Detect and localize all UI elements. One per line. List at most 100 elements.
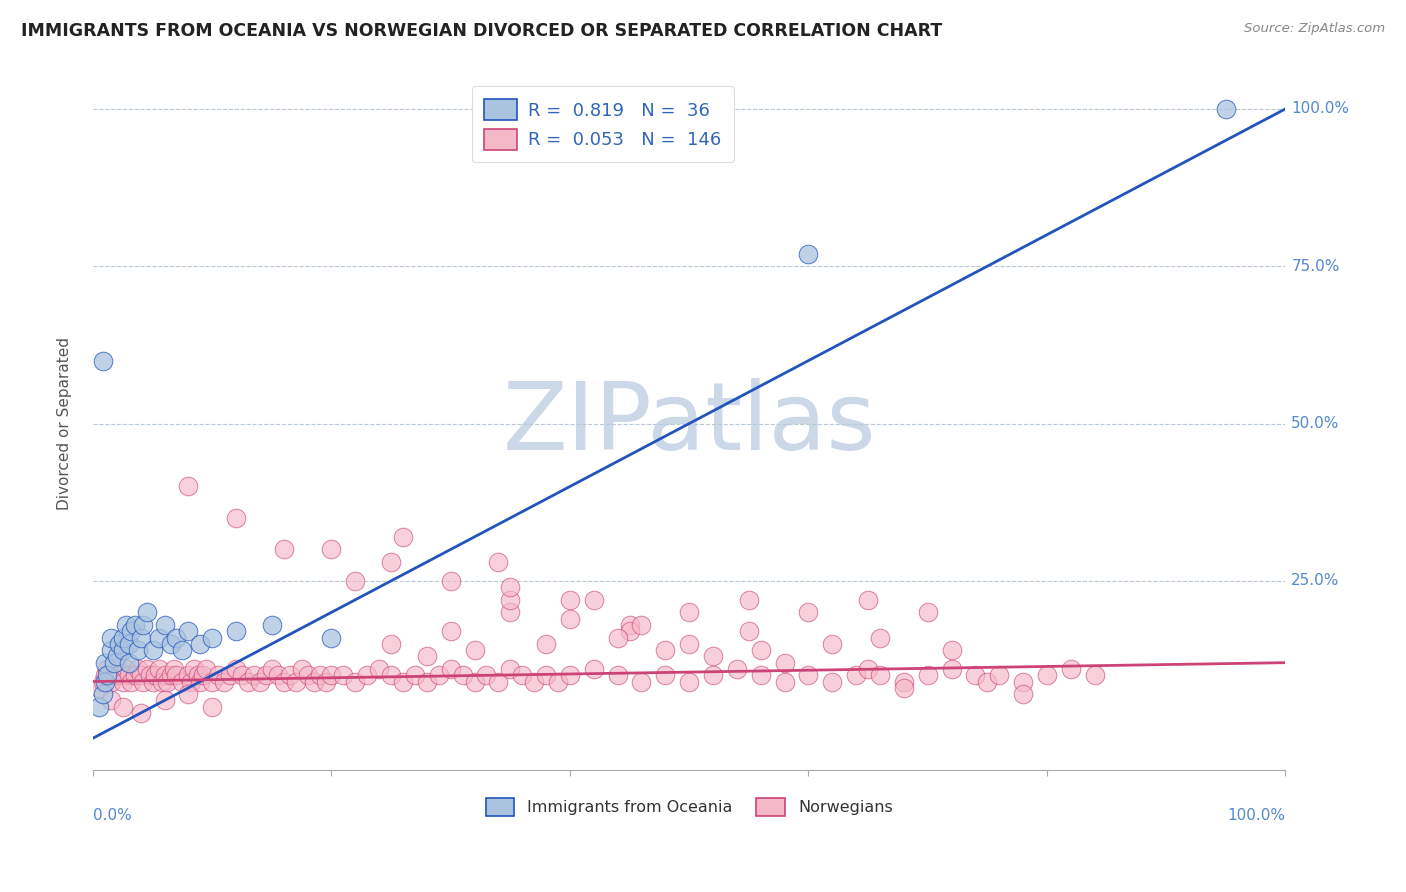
Point [100,693,122,707]
Point [153,693,176,707]
Point [917,605,939,619]
Point [118,656,141,670]
Point [941,643,963,657]
Point [678,674,700,689]
Point [1060,662,1083,676]
Point [773,656,796,670]
Point [797,668,820,682]
Text: 75.0%: 75.0% [1291,259,1340,274]
Point [619,618,641,632]
Point [201,674,224,689]
Point [135,605,157,619]
Point [153,618,176,632]
Point [702,668,724,682]
Point [678,605,700,619]
Point [893,674,915,689]
Point [1012,674,1035,689]
Point [499,592,522,607]
Point [124,618,146,632]
Point [965,668,987,682]
Text: 50.0%: 50.0% [1291,416,1340,431]
Point [94,674,117,689]
Point [302,674,325,689]
Point [416,649,439,664]
Point [91,353,114,368]
Point [291,662,314,676]
Point [156,674,179,689]
Point [201,631,224,645]
Point [103,668,125,682]
Point [129,631,152,645]
Point [142,674,165,689]
Point [332,668,354,682]
Point [630,618,652,632]
Point [153,668,176,682]
Text: 100.0%: 100.0% [1291,102,1350,116]
Point [135,662,157,676]
Point [177,668,200,682]
Point [486,555,509,569]
Point [100,674,122,689]
Point [231,668,253,682]
Point [1036,668,1059,682]
Point [392,530,415,544]
Point [129,668,152,682]
Point [1012,687,1035,701]
Point [225,511,247,525]
Point [725,662,748,676]
Point [267,668,290,682]
Point [273,542,295,557]
Point [100,643,122,657]
Point [988,668,1011,682]
Point [108,668,131,682]
Point [654,668,676,682]
Point [142,643,165,657]
Point [188,637,211,651]
Point [321,542,343,557]
Point [558,592,581,607]
Point [105,662,128,676]
Point [510,668,533,682]
Point [344,674,367,689]
Point [115,618,138,632]
Point [821,637,844,651]
Point [869,668,891,682]
Point [499,605,522,619]
Point [558,668,581,682]
Point [183,662,205,676]
Point [249,674,271,689]
Point [773,674,796,689]
Point [132,674,155,689]
Point [108,637,131,651]
Point [738,624,761,639]
Point [738,592,761,607]
Point [619,624,641,639]
Point [94,656,117,670]
Point [150,674,173,689]
Point [440,574,463,588]
Point [188,674,211,689]
Point [678,637,700,651]
Point [225,662,247,676]
Point [87,681,110,695]
Point [236,674,259,689]
Point [124,668,146,682]
Point [869,631,891,645]
Point [856,662,879,676]
Point [440,624,463,639]
Point [120,624,142,639]
Point [225,624,247,639]
Point [260,618,283,632]
Point [212,674,235,689]
Point [499,580,522,594]
Y-axis label: Divorced or Separated: Divorced or Separated [58,337,72,510]
Point [177,687,200,701]
Point [976,674,998,689]
Point [523,674,546,689]
Point [654,643,676,657]
Point [392,674,415,689]
Point [172,674,194,689]
Point [195,662,218,676]
Point [260,662,283,676]
Point [606,631,628,645]
